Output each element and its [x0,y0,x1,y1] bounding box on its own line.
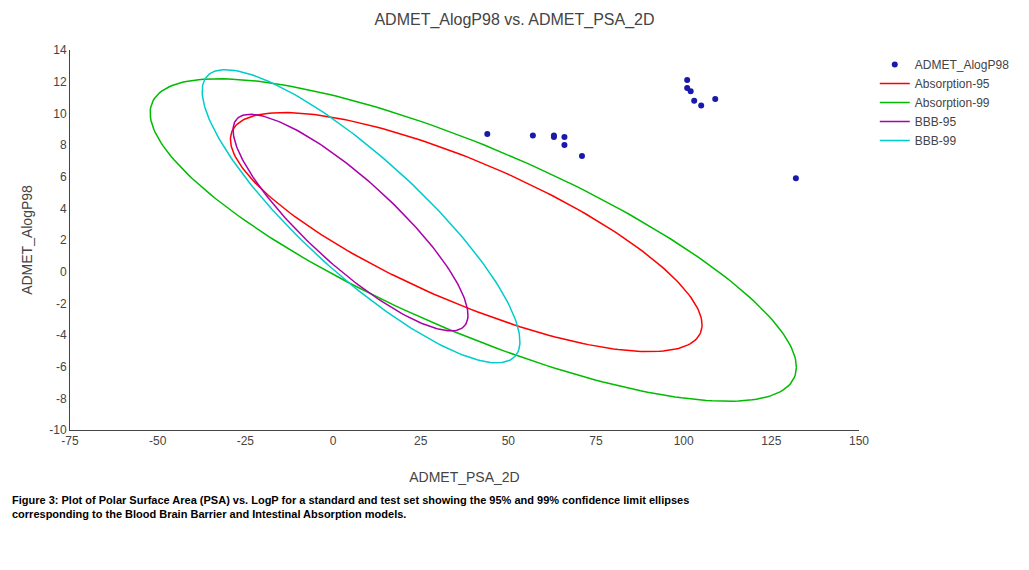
svg-text:10: 10 [53,107,67,121]
svg-text:-25: -25 [237,434,255,448]
svg-text:4: 4 [60,202,67,216]
svg-text:8: 8 [60,138,67,152]
svg-text:BBB-95: BBB-95 [915,115,957,129]
svg-text:-2: -2 [56,297,67,311]
svg-text:-6: -6 [56,360,67,374]
svg-text:0: 0 [330,434,337,448]
svg-text:Figure 3: Plot of Polar Surfac: Figure 3: Plot of Polar Surface Area (PS… [12,494,689,520]
svg-text:ADMET_PSA_2D: ADMET_PSA_2D [409,469,519,485]
svg-text:-10: -10 [49,423,67,437]
svg-text:Absorption-99: Absorption-99 [915,96,990,110]
svg-text:BBB-99: BBB-99 [915,134,957,148]
svg-text:2: 2 [60,233,67,247]
svg-text:12: 12 [53,75,67,89]
svg-text:-8: -8 [56,392,67,406]
svg-text:Absorption-95: Absorption-95 [915,77,990,91]
svg-text:-50: -50 [149,434,167,448]
svg-text:100: 100 [674,434,694,448]
svg-text:-75: -75 [61,434,79,448]
svg-text:50: 50 [502,434,516,448]
svg-text:ADMET_AlogP98: ADMET_AlogP98 [915,58,1009,72]
svg-text:ADMET_AlogP98: ADMET_AlogP98 [19,185,35,295]
svg-text:25: 25 [414,434,428,448]
svg-text:150: 150 [849,434,869,448]
svg-text:75: 75 [589,434,603,448]
svg-text:6: 6 [60,170,67,184]
svg-text:0: 0 [60,265,67,279]
svg-text:ADMET_AlogP98 vs. ADMET_PSA_2D: ADMET_AlogP98 vs. ADMET_PSA_2D [374,11,654,29]
svg-text:-4: -4 [56,328,67,342]
svg-text:125: 125 [761,434,781,448]
svg-text:14: 14 [53,43,67,57]
